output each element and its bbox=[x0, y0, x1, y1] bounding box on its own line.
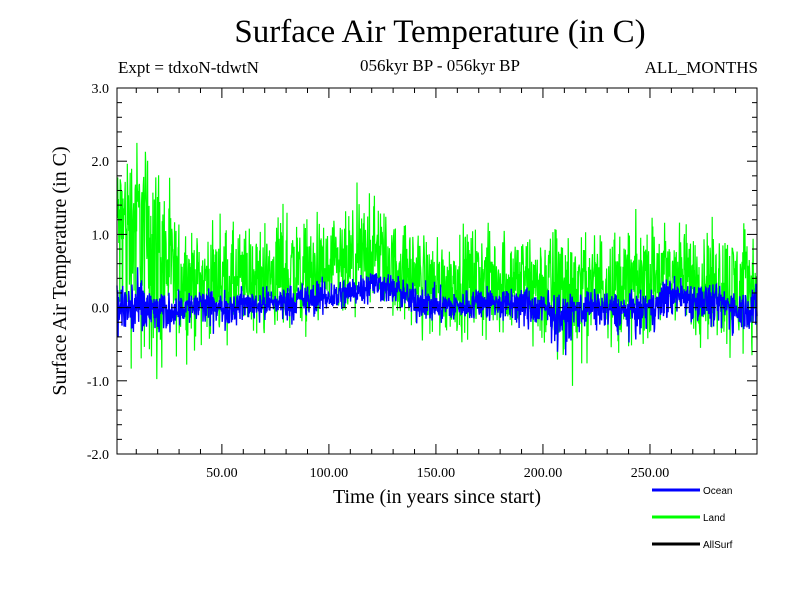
legend: Ocean Land AllSurf bbox=[652, 486, 733, 551]
y-tick-label: 0.0 bbox=[92, 302, 110, 317]
y-tick-label: 1.0 bbox=[92, 228, 110, 243]
legend-label-allsurf: AllSurf bbox=[703, 540, 733, 551]
x-tick-label: 250.00 bbox=[631, 466, 670, 481]
x-tick-label: 200.00 bbox=[524, 466, 563, 481]
y-tick-label: -1.0 bbox=[87, 375, 109, 390]
plot-frame bbox=[116, 87, 758, 455]
y-ticks: -2.0 -1.0 0.0 1.0 2.0 3.0 bbox=[87, 82, 757, 463]
x-tick-label: 100.00 bbox=[310, 466, 349, 481]
y-tick-label: 3.0 bbox=[92, 82, 110, 97]
series-line-ocean bbox=[116, 267, 758, 356]
chart-title: Surface Air Temperature (in C) bbox=[234, 14, 646, 50]
experiment-label: Expt = tdxoN-tdwtN bbox=[118, 58, 259, 77]
y-axis-label: Surface Air Temperature (in C) bbox=[49, 146, 71, 395]
months-label: ALL_MONTHS bbox=[644, 58, 758, 77]
period-label: 056kyr BP - 056kyr BP bbox=[360, 56, 520, 75]
x-ticks: 50.00 100.00 150.00 200.00 250.00 bbox=[135, 88, 737, 481]
x-tick-label: 50.00 bbox=[206, 466, 238, 481]
x-tick-label: 150.00 bbox=[417, 466, 456, 481]
legend-label-ocean: Ocean bbox=[703, 486, 732, 497]
x-axis-label: Time (in years since start) bbox=[333, 486, 541, 508]
series-layer bbox=[116, 142, 758, 386]
y-tick-label: 2.0 bbox=[92, 155, 110, 170]
legend-label-land: Land bbox=[703, 513, 725, 524]
series-line-land bbox=[116, 142, 758, 386]
y-tick-label: -2.0 bbox=[87, 448, 109, 463]
